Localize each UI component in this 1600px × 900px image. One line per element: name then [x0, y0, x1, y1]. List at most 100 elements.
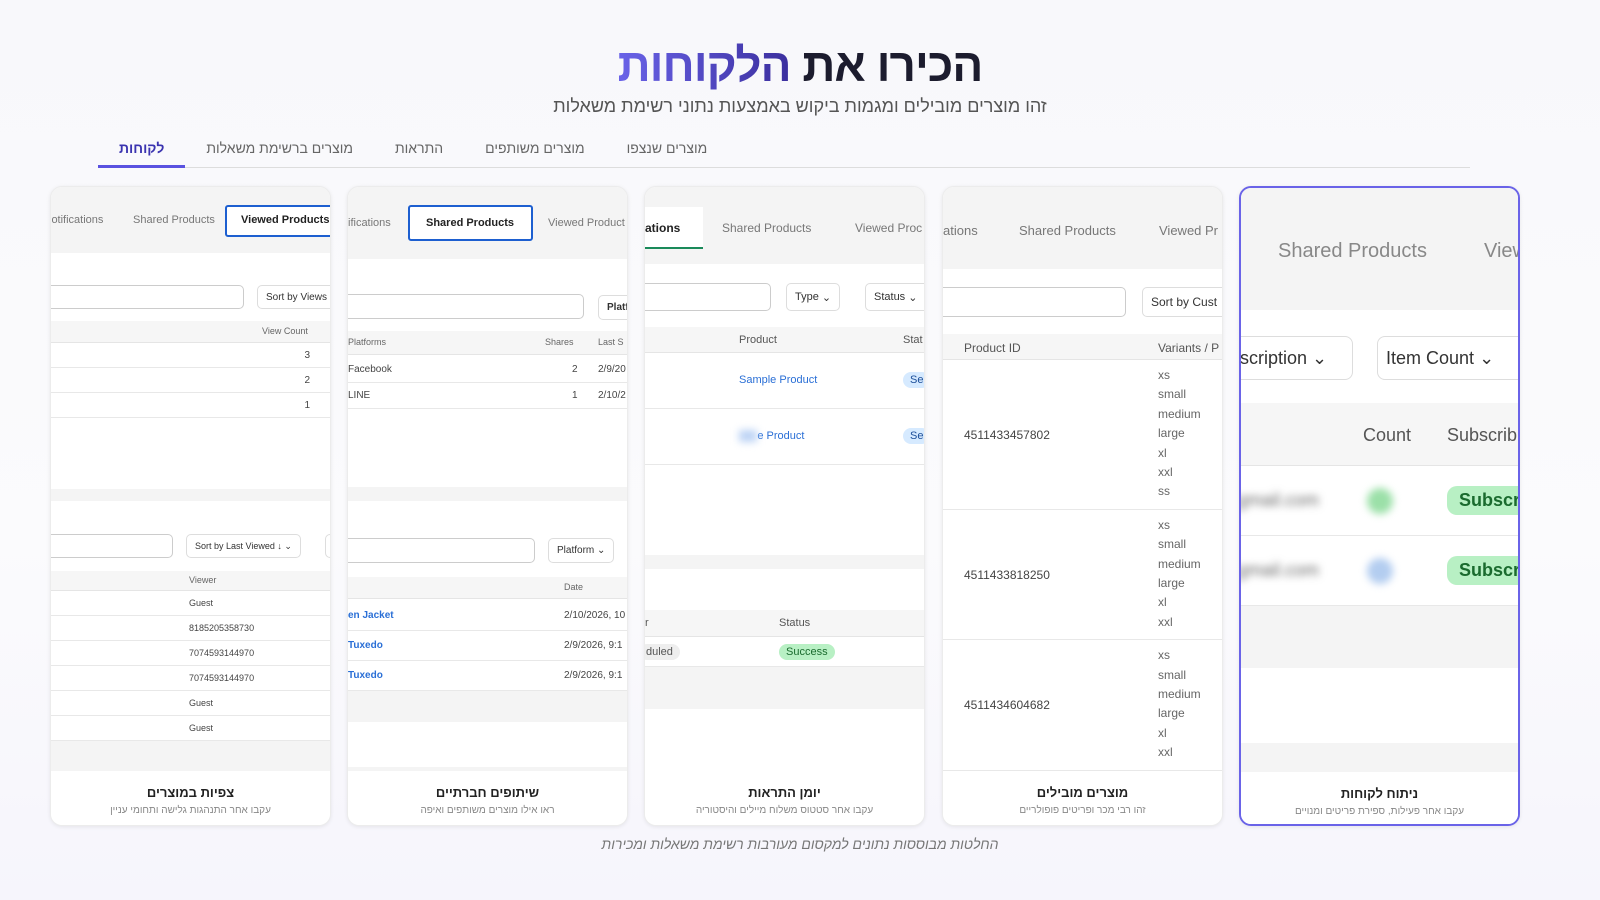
search-input: [348, 538, 535, 563]
success-badge: Success: [779, 644, 835, 660]
column-header: Subscrib: [1447, 425, 1518, 445]
variant: xs: [1158, 648, 1170, 663]
tab-shared: Shared Products: [133, 214, 215, 226]
variant: xs: [1158, 368, 1170, 382]
product-id: 4511433457802: [964, 427, 1050, 442]
tab-viewed-products[interactable]: מוצרים שנצפו: [626, 140, 708, 156]
title-highlight: הלקוחות: [617, 39, 792, 91]
filter-label: Type: [795, 291, 819, 303]
tab-shared: Shared Products: [722, 221, 812, 235]
tab-customers[interactable]: לקוחות: [98, 132, 186, 168]
tab-shared: Shared Products: [1019, 223, 1116, 238]
variant: xl: [1158, 445, 1167, 460]
card-social-shares[interactable]: ifications Shared Products Viewed Produc…: [347, 186, 628, 826]
card-description: עקבו אחר סטטוס משלוח מיילים והיסטוריה: [695, 805, 874, 816]
customer-email: gmail.com: [1241, 490, 1320, 510]
chevron-down-icon: ⌄: [821, 291, 832, 304]
product-link: en Jacket: [348, 610, 394, 621]
table-row: gmail.com Subscri: [1241, 466, 1518, 536]
platform: Facebook: [348, 364, 392, 375]
tab-viewed: View: [1484, 240, 1518, 262]
card-top-products[interactable]: ations Shared Products Viewed Pr Sort by…: [942, 186, 1223, 826]
variant: medium: [1158, 406, 1201, 421]
preview-screenshot: ations Shared Products Viewed Pr Sort by…: [943, 187, 1222, 771]
column-header: Variants / P: [1158, 341, 1220, 355]
column-header: Product ID: [964, 341, 1021, 355]
card-description: עקבו אחר פעילות, ספירת פריטים ומנויים: [1294, 806, 1465, 817]
table-row: 4511433818250 xs small medium large xl xxl: [943, 509, 1222, 641]
card-title: מוצרים מובילים: [1036, 785, 1129, 800]
card-description: ראו אילו מוצרים משותפים ואיפה: [420, 805, 555, 816]
tab-notifications-active: ations: [645, 207, 703, 249]
state-badge: duled: [645, 644, 680, 660]
customer-email: gmail.com: [1241, 560, 1320, 580]
card-customer-analytics[interactable]: Shared Products View scription ⌄ Item Co…: [1239, 186, 1520, 826]
column-header: View Count: [262, 326, 308, 336]
column-header: Shares: [545, 337, 574, 347]
platform-filter: Platf: [598, 295, 627, 320]
viewer: Guest: [189, 698, 214, 708]
tab-shared: Shared Products: [1278, 240, 1427, 262]
card-title: צפיות במוצרים: [146, 785, 235, 800]
tab-wishlist-products[interactable]: מוצרים ברשימת משאלות: [206, 140, 353, 156]
tab-notifications: lotifications: [51, 214, 104, 226]
variant: xl: [1158, 595, 1167, 610]
table-row: 4511433457802 xs small medium large xl xxl ss: [943, 360, 1222, 510]
view-count: 1: [304, 400, 310, 411]
card-product-views[interactable]: lotifications Shared Products Viewed Pro…: [50, 186, 331, 826]
subscribed-badge: Subscri: [1447, 556, 1518, 585]
viewer: Guest: [189, 598, 214, 608]
viewer: 7074593144970: [189, 648, 255, 658]
status-badge: Se: [903, 428, 924, 444]
tab-shared-products[interactable]: מוצרים משותפים: [485, 140, 585, 156]
product-id: 4511433818250: [964, 567, 1050, 582]
viewer: 8185205358730: [189, 623, 255, 633]
table-row: e Product Se: [645, 409, 924, 465]
column-header: Count: [1363, 425, 1412, 445]
search-input: [51, 534, 173, 558]
preview-screenshot: ations Shared Products Viewed Proc Type …: [645, 187, 924, 771]
title-text: הכירו את: [802, 39, 983, 91]
variant: xs: [1158, 517, 1170, 532]
product-name: e Product: [757, 430, 805, 442]
page-subtitle: זהו מוצרים מובילים ומגמות ביקוש באמצעות …: [553, 96, 1047, 116]
variant: ss: [1158, 484, 1170, 499]
count-dot: [1367, 488, 1393, 514]
platform: LINE: [348, 390, 371, 401]
card-title: יומן התראות: [748, 785, 821, 800]
variant: small: [1158, 667, 1187, 682]
variant: large: [1158, 575, 1185, 590]
product-link: Tuxedo: [348, 640, 383, 651]
table-row: gmail.com Subscri: [1241, 536, 1518, 606]
card-description: זהו רבי מכר ופריטים פופולריים: [1019, 805, 1146, 816]
filter-label: scription: [1241, 347, 1308, 368]
column-header: Product: [739, 334, 777, 346]
tab-viewed-active: Viewed Products: [225, 205, 330, 237]
column-header: Platforms: [348, 337, 387, 347]
sort-dropdown: Sort by Cust: [1142, 287, 1222, 317]
tab-notifications[interactable]: התראות: [394, 140, 444, 156]
tab-shared-active: Shared Products: [408, 205, 533, 241]
column-header: Date: [564, 582, 584, 592]
variant: large: [1158, 426, 1185, 441]
search-input: [348, 294, 584, 319]
sort-label: Sort by Last Viewed ↓: [195, 541, 282, 551]
count-dot: [1367, 558, 1393, 584]
chevron-down-icon: ⌄: [1312, 347, 1328, 368]
preview-screenshot: ifications Shared Products Viewed Produc…: [348, 187, 627, 771]
table-row: 8185205358730: [51, 616, 330, 641]
card-description: עקבו אחר התנהגות גלישה ותחומי עניין: [110, 805, 271, 816]
card-notification-log[interactable]: ations Shared Products Viewed Proc Type …: [644, 186, 925, 826]
chevron-down-icon: ⌄: [1479, 347, 1495, 368]
chevron-down-icon: ⌄: [597, 545, 606, 556]
search-input: [51, 285, 244, 309]
status-filter: Status ⌄: [865, 283, 924, 311]
product-link: e Product: [739, 430, 804, 442]
preview-screenshot: lotifications Shared Products Viewed Pro…: [51, 187, 330, 771]
variant: xxl: [1158, 745, 1173, 760]
chevron-down-icon: ⌄: [284, 540, 292, 551]
table-row: Facebook 2 2/9/20: [348, 357, 627, 383]
variant: large: [1158, 706, 1185, 721]
variant: small: [1158, 387, 1187, 402]
filter-label: Item Count: [1386, 347, 1475, 368]
